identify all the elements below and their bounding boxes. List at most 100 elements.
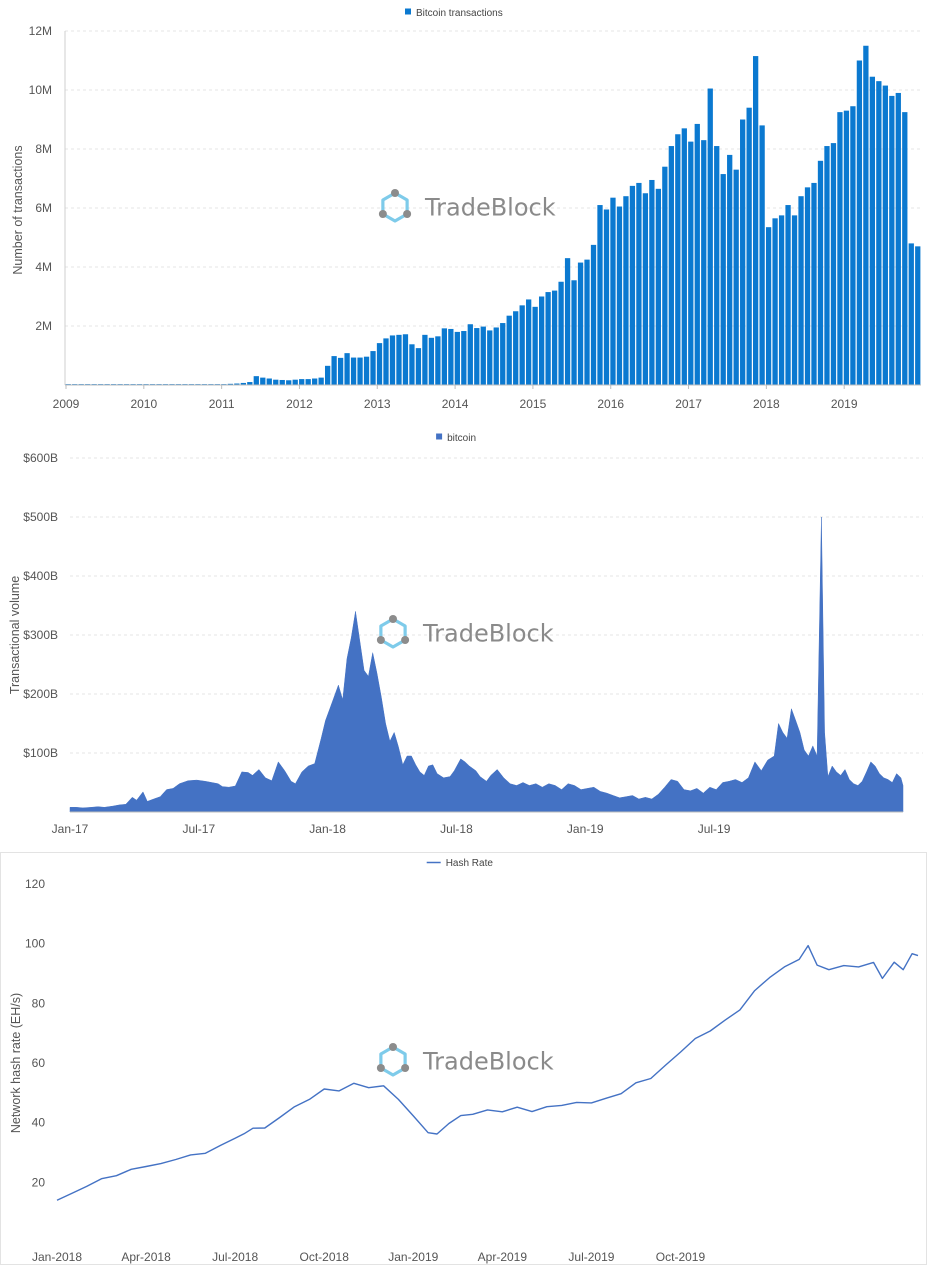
bar	[545, 292, 551, 385]
bar	[318, 377, 324, 385]
bar	[629, 185, 636, 385]
bar	[538, 296, 545, 385]
bar	[597, 205, 603, 385]
volume-chart-panel: TradeBlock $100B $200B $300B $400B $500B $600…	[0, 425, 941, 852]
bar	[902, 112, 908, 385]
x-tick-label: Jul-18	[440, 822, 473, 836]
x-tick-label: 2015	[520, 397, 547, 411]
y-tick-label: 2M	[35, 319, 52, 333]
watermark: TradeBlock	[378, 189, 556, 223]
x-tick-label: Oct-2018	[300, 1250, 350, 1264]
y-tick-label: $600B	[23, 451, 58, 465]
bar	[519, 305, 525, 385]
volume-chart: TradeBlock $100B $200B $300B $400B $500B $600…	[8, 433, 923, 836]
bar	[402, 334, 409, 385]
bar	[551, 290, 558, 385]
bar	[409, 344, 415, 385]
bar	[850, 106, 856, 385]
bar	[467, 324, 473, 385]
bar	[571, 280, 577, 385]
logo-node-icon	[401, 1064, 410, 1072]
y-tick-label: $400B	[23, 569, 58, 583]
legend-swatch-icon	[405, 8, 411, 15]
bar	[435, 336, 441, 385]
bar	[824, 146, 830, 385]
y-tick-label: 8M	[35, 142, 52, 156]
logo-node-icon	[376, 1064, 385, 1072]
bar	[513, 311, 519, 385]
volume-axes: $100B $200B $300B $400B $500B $600B Jan-17 Jul-…	[8, 451, 903, 836]
x-tick-label: Jan-2018	[32, 1250, 82, 1264]
transactions-chart: TradeBlock 2M 4M 6M 8M 10M 12M 2009 2010 2011 201…	[11, 8, 921, 411]
bar	[798, 196, 804, 385]
bar	[324, 365, 331, 385]
hashrate-line	[56, 944, 919, 1201]
bar	[299, 379, 305, 385]
bar	[603, 209, 610, 385]
bar	[312, 378, 318, 385]
logo-node-icon	[403, 210, 412, 218]
watermark: TradeBlock	[376, 1043, 554, 1077]
bar	[752, 56, 759, 385]
bar	[292, 379, 298, 385]
bar	[500, 323, 506, 385]
hashrate-chart-frame	[0, 852, 927, 1265]
bar	[727, 154, 733, 385]
y-tick-label: $200B	[23, 687, 58, 701]
transactions-bars	[65, 45, 921, 386]
bar	[707, 88, 713, 386]
bar	[441, 328, 448, 385]
y-tick-label: $300B	[23, 628, 58, 642]
bar	[357, 357, 363, 385]
bar	[480, 326, 486, 385]
transactions-chart-panel: TradeBlock 2M 4M 6M 8M 10M 12M 2009 2010 2011 201…	[0, 0, 941, 425]
bar	[526, 299, 532, 385]
bar	[649, 179, 655, 385]
bar	[778, 215, 785, 385]
bar	[837, 112, 843, 385]
bar	[856, 60, 863, 385]
bar	[915, 246, 921, 385]
bar	[331, 356, 337, 385]
y-tick-label: 40	[32, 1116, 46, 1130]
bar	[305, 379, 311, 385]
logo-node-icon	[389, 1043, 397, 1051]
bar	[746, 107, 752, 385]
x-tick-label: Apr-2018	[121, 1250, 171, 1264]
watermark-text: TradeBlock	[422, 1048, 554, 1076]
bar	[415, 348, 422, 385]
bar	[577, 262, 584, 385]
y-tick-label: 4M	[35, 260, 52, 274]
bar	[759, 125, 765, 386]
y-tick-label: 6M	[35, 201, 52, 215]
bar	[363, 356, 370, 385]
bar	[389, 335, 396, 385]
x-tick-label: Jul-2018	[212, 1250, 258, 1264]
y-axis-title: Transactional volume	[8, 576, 22, 694]
logo-node-icon	[376, 636, 385, 644]
y-tick-label: 20	[32, 1175, 46, 1189]
volume-legend: bitcoin	[436, 433, 476, 444]
bar	[714, 146, 720, 385]
legend-label: Bitcoin transactions	[416, 8, 503, 19]
bar	[908, 243, 914, 385]
bar	[882, 85, 888, 385]
bar	[642, 193, 649, 385]
bar	[785, 205, 791, 385]
x-tick-label: Jan-18	[309, 822, 346, 836]
y-tick-label: $100B	[23, 746, 58, 760]
bar	[279, 379, 285, 385]
hashrate-legend: Hash Rate	[426, 858, 493, 869]
legend-label: bitcoin	[447, 433, 476, 444]
bar	[740, 119, 746, 385]
bar	[772, 218, 778, 385]
x-tick-label: 2011	[209, 397, 235, 411]
logo-node-icon	[389, 615, 397, 623]
bar	[616, 206, 623, 385]
area-series	[69, 516, 904, 813]
bar	[636, 182, 642, 385]
y-tick-label: 80	[32, 996, 46, 1010]
y-tick-label: 60	[32, 1056, 46, 1070]
bar	[889, 95, 895, 386]
bar	[655, 188, 662, 385]
